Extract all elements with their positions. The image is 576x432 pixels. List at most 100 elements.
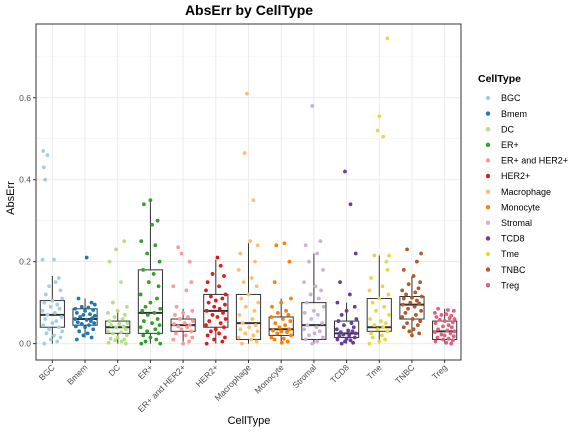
- legend-label: TCD8: [501, 234, 525, 244]
- data-point: [43, 177, 48, 182]
- legend-title: CellType: [478, 73, 521, 85]
- data-point: [413, 313, 418, 317]
- data-point: [215, 315, 220, 319]
- data-point: [172, 322, 176, 326]
- data-point: [344, 308, 349, 313]
- legend-label: Treg: [501, 280, 519, 290]
- data-point: [400, 288, 405, 293]
- data-point: [106, 329, 110, 334]
- data-point: [185, 325, 189, 330]
- data-point: [146, 280, 151, 285]
- data-point: [212, 304, 217, 309]
- data-point: [303, 337, 308, 342]
- data-point: [43, 292, 48, 297]
- data-point: [48, 337, 53, 342]
- legend-label: Bmem: [501, 109, 527, 119]
- data-point: [436, 306, 441, 311]
- data-point: [77, 329, 82, 334]
- data-point: [410, 295, 414, 300]
- data-point: [238, 251, 243, 256]
- data-point: [204, 323, 208, 328]
- data-point: [148, 300, 153, 305]
- data-point: [41, 165, 46, 170]
- data-point: [401, 325, 406, 330]
- data-point: [338, 280, 342, 285]
- legend-key: [485, 236, 491, 241]
- data-point: [452, 317, 457, 321]
- data-point: [42, 300, 47, 305]
- data-point: [285, 339, 290, 344]
- data-point: [53, 280, 58, 285]
- data-point: [41, 149, 46, 153]
- data-point: [45, 153, 50, 158]
- data-point: [182, 321, 187, 326]
- data-point: [417, 331, 422, 336]
- data-point: [109, 323, 114, 328]
- legend-key: [485, 127, 491, 132]
- data-point: [217, 306, 222, 311]
- data-point: [114, 247, 118, 252]
- data-point: [404, 292, 408, 297]
- data-point: [179, 327, 184, 332]
- data-point: [181, 341, 186, 346]
- data-point: [210, 272, 215, 276]
- data-point: [55, 339, 60, 344]
- data-point: [441, 324, 445, 329]
- legend-label: TNBC: [501, 265, 526, 275]
- data-point: [240, 321, 245, 326]
- data-point: [110, 331, 115, 336]
- data-point: [43, 317, 48, 321]
- data-point: [250, 317, 255, 321]
- data-point: [369, 331, 373, 336]
- data-point: [418, 319, 423, 323]
- data-point: [249, 337, 254, 342]
- data-point: [145, 313, 150, 317]
- data-point: [83, 325, 87, 330]
- data-point: [247, 325, 252, 330]
- x-tick-label: TCD8: [328, 362, 351, 385]
- data-point: [282, 241, 287, 246]
- data-point: [284, 308, 288, 313]
- data-point: [114, 325, 118, 330]
- data-point: [210, 313, 215, 317]
- data-point: [239, 296, 244, 301]
- data-point: [349, 321, 354, 326]
- data-point: [339, 313, 344, 317]
- data-point: [125, 321, 130, 326]
- data-point: [81, 333, 86, 338]
- data-point: [140, 308, 145, 313]
- data-point: [403, 310, 408, 315]
- data-point: [176, 245, 181, 250]
- data-point: [337, 334, 342, 339]
- x-tick-label: ER+: [136, 362, 155, 381]
- data-point: [383, 321, 388, 326]
- data-point: [91, 327, 96, 332]
- data-point: [217, 284, 221, 289]
- data-point: [310, 341, 315, 346]
- data-point: [275, 331, 280, 336]
- data-point: [444, 312, 449, 317]
- data-point: [145, 329, 150, 334]
- data-point: [436, 327, 441, 332]
- data-point: [56, 325, 61, 330]
- data-point: [141, 333, 146, 338]
- data-point: [418, 280, 423, 285]
- data-point: [401, 296, 406, 301]
- data-point: [243, 304, 248, 309]
- data-point: [242, 151, 247, 155]
- data-point: [407, 329, 412, 334]
- data-point: [158, 341, 163, 346]
- data-point: [348, 202, 353, 207]
- data-point: [433, 339, 438, 344]
- data-point: [151, 272, 156, 276]
- data-point: [316, 296, 321, 301]
- data-point: [451, 308, 456, 313]
- data-point: [171, 284, 176, 289]
- data-point: [272, 337, 277, 342]
- data-point: [341, 332, 346, 337]
- data-point: [124, 333, 129, 338]
- data-point: [74, 310, 79, 315]
- legend-label: HER2+: [501, 171, 530, 181]
- data-point: [244, 91, 249, 96]
- data-point: [435, 335, 440, 340]
